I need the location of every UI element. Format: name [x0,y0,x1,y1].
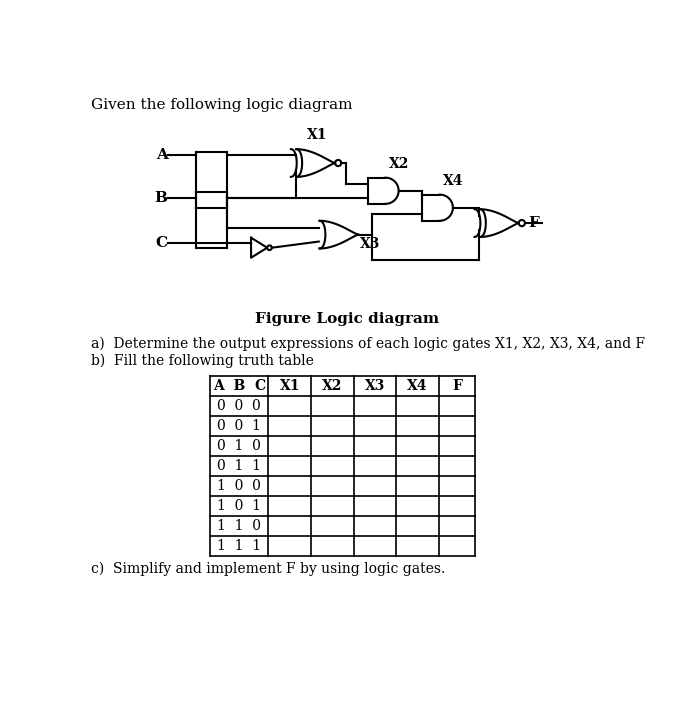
Text: a)  Determine the output expressions of each logic gates X1, X2, X3, X4, and F: a) Determine the output expressions of e… [91,337,645,351]
Text: X1: X1 [279,379,300,393]
Text: X4: X4 [407,379,428,393]
Text: F: F [528,216,539,230]
Text: 1  0  1: 1 0 1 [218,498,261,513]
Text: 1  1  1: 1 1 1 [218,539,262,553]
Text: A: A [156,149,167,163]
Text: Given the following logic diagram: Given the following logic diagram [91,99,353,113]
Text: 0  1  1: 0 1 1 [218,458,261,472]
Text: 0  1  0: 0 1 0 [218,439,261,453]
Text: X4: X4 [443,174,463,188]
Text: 0  0  0: 0 0 0 [218,398,261,413]
Text: c)  Simplify and implement F by using logic gates.: c) Simplify and implement F by using log… [91,562,445,577]
Text: B: B [155,191,167,206]
Text: F: F [452,379,462,393]
Text: A  B  C: A B C [213,379,266,393]
Text: C: C [155,236,167,250]
Text: X2: X2 [322,379,342,393]
Text: X2: X2 [388,157,409,171]
Text: X3: X3 [360,237,380,251]
Text: b)  Fill the following truth table: b) Fill the following truth table [91,354,314,368]
Text: X3: X3 [365,379,385,393]
Text: Figure Logic diagram: Figure Logic diagram [256,312,439,326]
Text: 1  1  0: 1 1 0 [218,519,261,533]
Text: X1: X1 [307,128,327,142]
Text: 0  0  1: 0 0 1 [218,419,261,432]
Text: 1  0  0: 1 0 0 [218,479,261,493]
